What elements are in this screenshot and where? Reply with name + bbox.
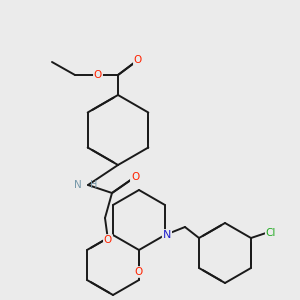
Text: O: O <box>135 267 143 277</box>
Text: O: O <box>134 55 142 65</box>
Text: O: O <box>104 235 112 245</box>
Text: O: O <box>94 70 102 80</box>
Text: H: H <box>90 180 98 190</box>
Text: N: N <box>74 180 82 190</box>
Text: N: N <box>163 230 171 240</box>
Text: Cl: Cl <box>266 228 276 238</box>
Text: O: O <box>131 172 139 182</box>
